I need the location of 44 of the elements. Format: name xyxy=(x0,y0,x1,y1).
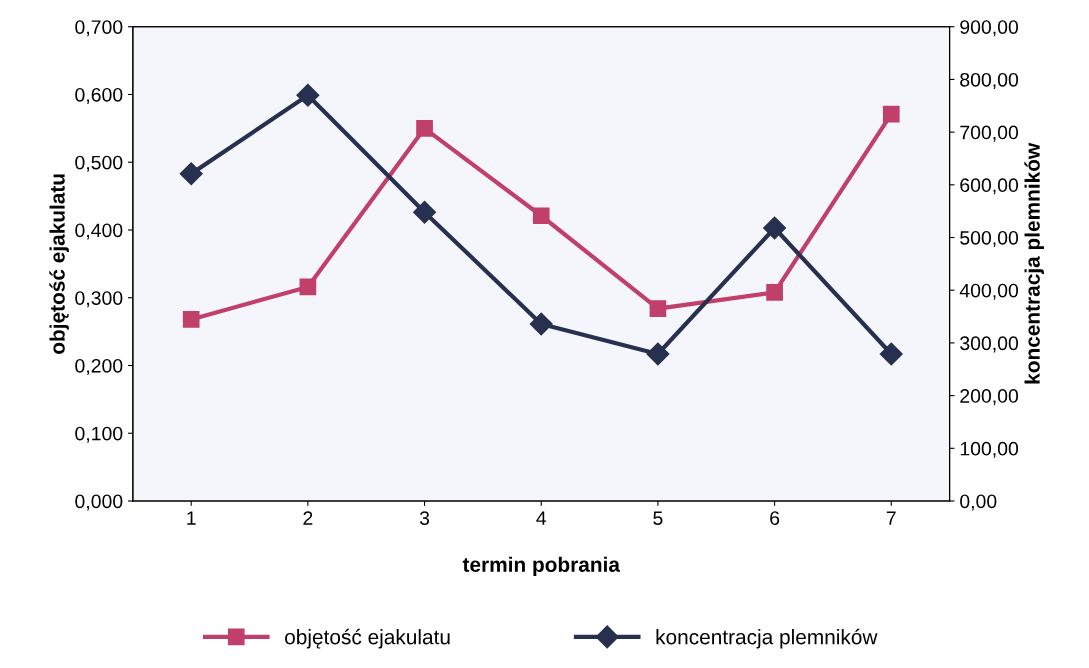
y-tick-label: 0,600 xyxy=(75,87,123,105)
point xyxy=(649,300,667,317)
point xyxy=(879,342,903,366)
y-tick-label: 0,000 xyxy=(75,494,123,511)
point xyxy=(763,216,787,240)
y2-tick-label: 300,00 xyxy=(960,336,1019,353)
y-tick-label: 0,300 xyxy=(75,291,123,308)
x-tick-label: 3 xyxy=(419,511,430,525)
x-axis-title: termin pobrania xyxy=(462,556,621,577)
legend-label: objętość ejakulatu xyxy=(285,628,450,649)
y-axis-title: objętość ejakulatu xyxy=(49,174,69,354)
point xyxy=(532,207,550,225)
point xyxy=(413,200,437,224)
y2-axis-title: koncentracja plemników xyxy=(1024,142,1044,384)
y2-tick-label: 500,00 xyxy=(960,230,1019,248)
y2-tick-label: 700,00 xyxy=(960,125,1019,142)
point xyxy=(416,120,433,137)
point xyxy=(299,278,317,296)
y2-tick-label: 0,00 xyxy=(960,494,997,511)
x-tick-label: 1 xyxy=(187,511,196,525)
y-tick-label: 0,200 xyxy=(75,358,123,376)
point xyxy=(766,283,783,301)
point xyxy=(646,342,670,366)
y2-tick-label: 800,00 xyxy=(960,72,1019,89)
y-tick-label: 0,100 xyxy=(75,426,123,443)
point xyxy=(882,105,900,123)
point xyxy=(182,311,200,328)
y-tick-label: 0,500 xyxy=(75,155,123,172)
y-tick-label: 0,700 xyxy=(75,20,123,37)
x-tick-label: 7 xyxy=(886,511,896,525)
point xyxy=(296,83,320,107)
y2-tick-label: 400,00 xyxy=(959,283,1019,300)
y-tick-label: 0,400 xyxy=(75,223,123,240)
y2-tick-label: 100,00 xyxy=(960,441,1019,458)
x-tick-label: 4 xyxy=(536,511,547,525)
y2-tick-label: 200,00 xyxy=(960,389,1019,406)
y2-tick-label: 900,00 xyxy=(960,20,1019,37)
y2-tick-label: 600,00 xyxy=(960,178,1019,195)
point xyxy=(529,312,553,336)
x-tick-label: 6 xyxy=(770,511,780,525)
point xyxy=(179,162,203,186)
legend-label: koncentracja plemników xyxy=(656,628,878,649)
x-tick-label: 5 xyxy=(653,511,663,525)
x-tick-label: 2 xyxy=(303,511,313,525)
